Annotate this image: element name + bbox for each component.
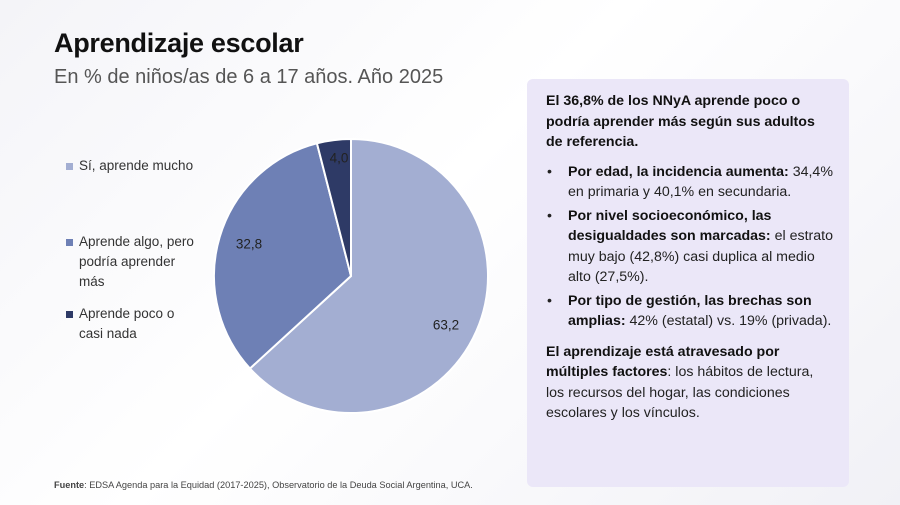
source-note: Fuente: EDSA Agenda para la Equidad (201… — [54, 480, 473, 490]
summary-panel: El 36,8% de los NNyA aprende poco o podr… — [527, 79, 849, 487]
bullet-text: 42% (estatal) vs. 19% (privada). — [625, 313, 832, 329]
legend-item-aprende-mucho: Sí, aprende mucho — [66, 158, 204, 176]
bullet-heading: Por edad, la incidencia aumenta: — [568, 163, 789, 180]
data-label-aprende-algo: 32,8 — [236, 237, 262, 252]
pie-slice-aprende-mucho — [248, 137, 489, 414]
panel-bullet-gestion: • Por tipo de gestión, las brechas son a… — [546, 291, 835, 332]
legend-item-aprende-algo: Aprende algo, pero podría aprender más — [66, 234, 204, 292]
legend-swatch-aprende-poco — [66, 311, 73, 318]
bullet-heading: Por nivel socioeconómico, las desigualda… — [568, 207, 772, 245]
panel-closing: El aprendizaje está atravesado por múlti… — [546, 343, 814, 422]
bullet-heading: Por tipo de gestión, las brechas son amp… — [568, 292, 812, 330]
legend-label-aprende-mucho: Sí, aprende mucho — [79, 158, 194, 173]
legend-swatch-aprende-algo — [66, 239, 73, 246]
pie-slice-aprende-algo — [213, 142, 353, 370]
legend-swatch-aprende-mucho — [66, 163, 73, 170]
pie-slice-aprende-poco — [315, 137, 352, 277]
page-subtitle: En % de niños/as de 6 a 17 años. Año 202… — [54, 66, 444, 88]
panel-bullet-socioeconomico: • Por nivel socioeconómico, las desigual… — [546, 206, 835, 288]
legend-label-aprende-poco: Aprende poco o casi nada — [79, 306, 175, 341]
legend-item-aprende-poco: Aprende poco o casi nada — [66, 306, 189, 344]
bullet-text: el estrato muy bajo (42,8%) casi duplica… — [568, 228, 833, 285]
panel-bullet-list: • Por edad, la incidencia aumenta: 34,4%… — [546, 162, 835, 332]
legend-label-aprende-algo: Aprende algo, pero podría aprender más — [79, 234, 194, 289]
bullet-dot-icon: • — [547, 207, 552, 224]
bullet-text: 34,4% en primaria y 40,1% en secundaria. — [568, 163, 833, 201]
data-label-aprende-mucho: 63,2 — [433, 318, 459, 333]
data-label-aprende-poco: 4,0 — [330, 151, 349, 166]
page-title: Aprendizaje escolar — [54, 28, 304, 58]
panel-bullet-edad: • Por edad, la incidencia aumenta: 34,4%… — [546, 162, 835, 203]
bullet-dot-icon: • — [547, 292, 552, 309]
panel-intro: El 36,8% de los NNyA aprende poco o podr… — [546, 93, 815, 150]
bullet-dot-icon: • — [547, 163, 552, 180]
